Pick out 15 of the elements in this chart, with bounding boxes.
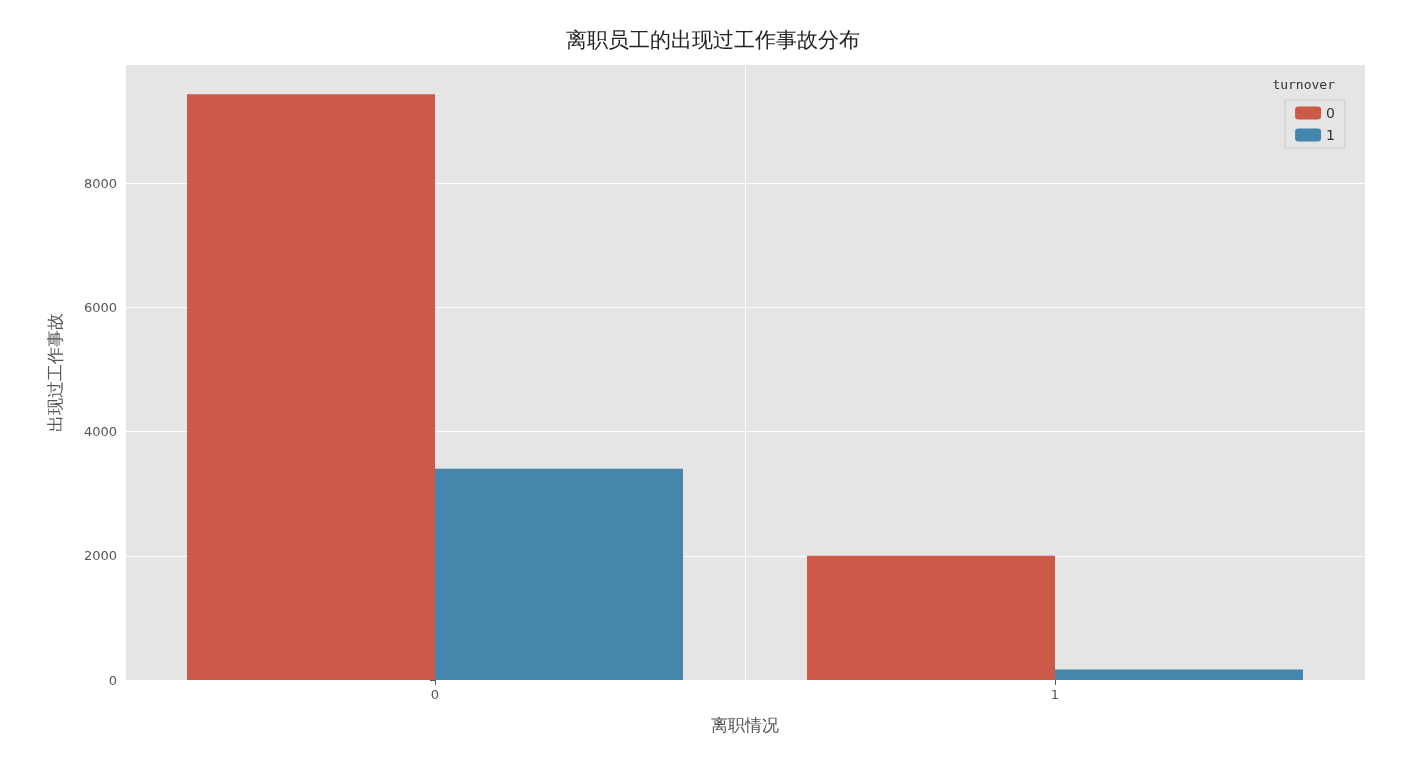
- y-tick-label: 4000: [83, 424, 117, 440]
- bar: [187, 94, 435, 680]
- bar: [1055, 669, 1303, 680]
- bar: [435, 468, 683, 680]
- y-tick-label: 2000: [83, 548, 117, 564]
- legend-label: 1: [1326, 127, 1336, 143]
- y-axis-title: 出现过工作事故: [44, 313, 65, 432]
- y-tick-label: 6000: [83, 299, 117, 315]
- bar: [807, 555, 1055, 680]
- legend-label: 0: [1326, 105, 1336, 121]
- chart-title: 离职员工的出现过工作事故分布: [565, 27, 860, 52]
- x-axis-title: 离职情况: [711, 714, 779, 735]
- y-tick-label: 8000: [83, 175, 117, 191]
- legend-title: turnover: [1272, 77, 1336, 92]
- y-tick-label: 0: [108, 672, 117, 688]
